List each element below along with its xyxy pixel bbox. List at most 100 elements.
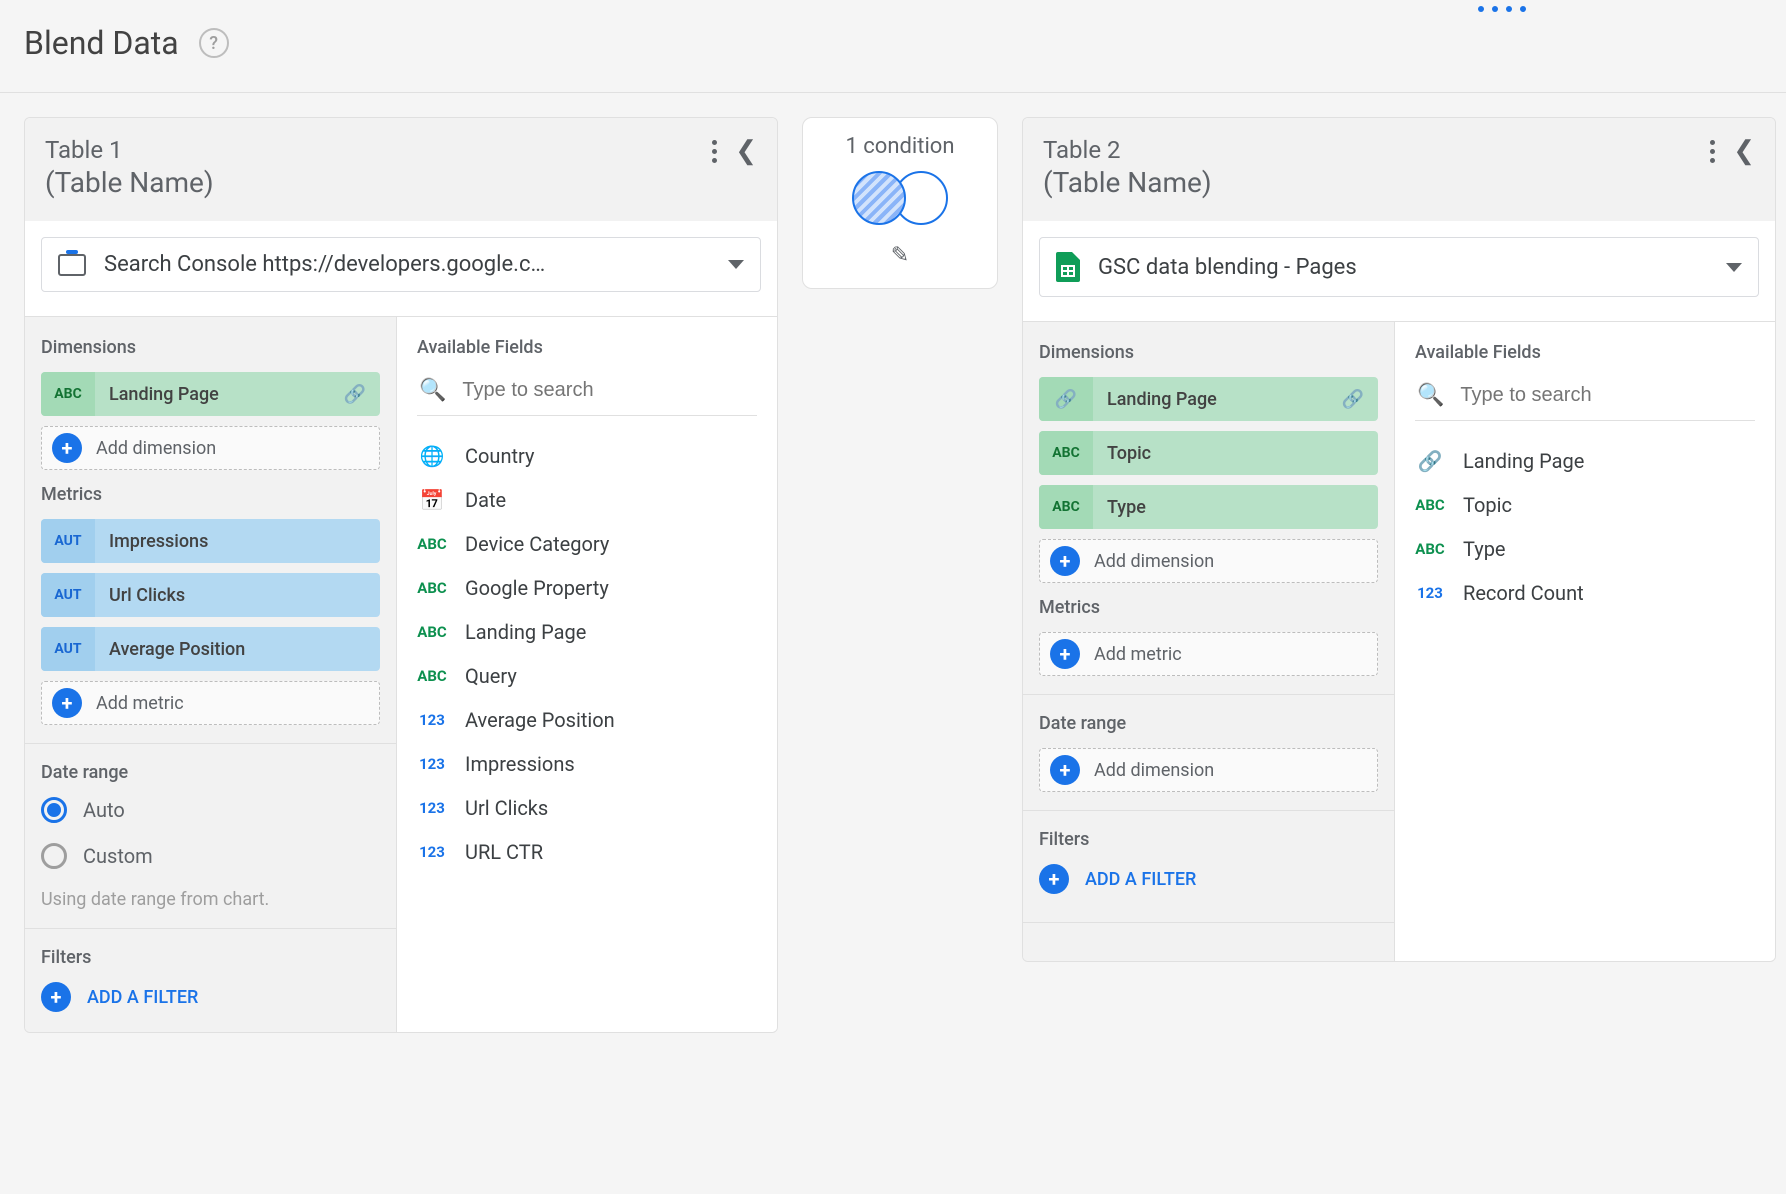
metric-label: Average Position <box>109 639 245 660</box>
number-type-icon: 123 <box>1415 584 1445 602</box>
plus-icon: + <box>1050 546 1080 576</box>
dimension-label: Topic <box>1107 443 1151 464</box>
abc-type-icon: ABC <box>41 372 95 416</box>
table-2-more-icon[interactable] <box>1710 140 1715 163</box>
join-config-card[interactable]: 1 condition ✎ <box>802 117 998 289</box>
add-filter-label: ADD A FILTER <box>1085 869 1196 890</box>
dimension-chip-landing-page[interactable]: 🔗 Landing Page 🔗 <box>1039 377 1378 421</box>
date-range-title: Date range <box>41 762 380 783</box>
date-range-custom-radio[interactable]: Custom <box>41 843 380 869</box>
add-filter-label: ADD A FILTER <box>87 987 198 1008</box>
dimension-label: Landing Page <box>1107 389 1217 410</box>
table-1-name[interactable]: (Table Name) <box>45 166 214 199</box>
add-metric-button[interactable]: + Add metric <box>41 681 380 725</box>
plus-icon: + <box>41 982 71 1012</box>
number-type-icon: 123 <box>417 799 447 817</box>
field-url-ctr[interactable]: 123 URL CTR <box>417 830 757 874</box>
dimension-chip-topic[interactable]: ABC Topic <box>1039 431 1378 475</box>
filters-title: Filters <box>1039 829 1378 850</box>
table-1-available-fields: Available Fields 🔍 🌐Country 📅Date ABCDev… <box>397 317 777 1032</box>
collapse-left-icon[interactable]: ❮ <box>735 136 757 166</box>
edit-icon[interactable]: ✎ <box>891 243 909 268</box>
table-2-config: Dimensions 🔗 Landing Page 🔗 ABC Topic AB… <box>1023 322 1395 961</box>
table-2-name[interactable]: (Table Name) <box>1043 166 1212 199</box>
drag-handle-icon[interactable] <box>1478 6 1526 12</box>
table-2-label: Table 2 <box>1043 136 1212 164</box>
date-range-auto-radio[interactable]: Auto <box>41 797 380 823</box>
field-device-category[interactable]: ABCDevice Category <box>417 522 757 566</box>
add-filter-button[interactable]: + ADD A FILTER <box>1039 864 1378 894</box>
add-metric-label: Add metric <box>1094 644 1182 665</box>
field-query[interactable]: ABCQuery <box>417 654 757 698</box>
field-label: URL CTR <box>465 840 543 864</box>
plus-icon: + <box>1039 864 1069 894</box>
field-type[interactable]: ABCType <box>1415 527 1755 571</box>
divider <box>1023 922 1394 923</box>
add-dimension-button[interactable]: + Add dimension <box>1039 539 1378 583</box>
field-google-property[interactable]: ABCGoogle Property <box>417 566 757 610</box>
venn-diagram-icon <box>852 171 948 225</box>
radio-selected-icon <box>41 797 67 823</box>
metric-chip-avg-position[interactable]: AUT Average Position <box>41 627 380 671</box>
chevron-down-icon <box>1726 263 1742 272</box>
table-1-card: Table 1 (Table Name) ❮ Search Console ht… <box>24 117 778 1033</box>
field-url-clicks[interactable]: 123Url Clicks <box>417 786 757 830</box>
plus-icon: + <box>1050 639 1080 669</box>
metric-chip-url-clicks[interactable]: AUT Url Clicks <box>41 573 380 617</box>
metrics-title: Metrics <box>1039 597 1378 618</box>
field-country[interactable]: 🌐Country <box>417 434 757 478</box>
abc-type-icon: ABC <box>1039 431 1093 475</box>
field-landing-page[interactable]: ABCLanding Page <box>417 610 757 654</box>
add-metric-button[interactable]: + Add metric <box>1039 632 1378 676</box>
dimension-label: Type <box>1107 497 1146 518</box>
add-metric-label: Add metric <box>96 693 184 714</box>
dimension-label: Landing Page <box>109 384 219 405</box>
table-2-datasource-select[interactable]: GSC data blending - Pages <box>1039 237 1759 297</box>
field-average-position[interactable]: 123Average Position <box>417 698 757 742</box>
field-landing-page[interactable]: 🔗Landing Page <box>1415 439 1755 483</box>
radio-unselected-icon <box>41 843 67 869</box>
add-dimension-label: Add dimension <box>96 438 216 459</box>
link-icon: 🔗 <box>344 384 366 405</box>
table-1-header: Table 1 (Table Name) ❮ <box>25 118 777 221</box>
date-range-hint: Using date range from chart. <box>41 889 380 910</box>
field-label: Record Count <box>1463 581 1584 605</box>
search-input[interactable] <box>462 379 755 402</box>
field-label: Average Position <box>465 708 615 732</box>
link-icon: 🔗 <box>1342 389 1364 410</box>
add-filter-button[interactable]: + ADD A FILTER <box>41 982 380 1012</box>
help-icon[interactable]: ? <box>199 28 229 58</box>
number-type-icon: 123 <box>417 843 447 861</box>
plus-icon: + <box>52 433 82 463</box>
dimension-chip-type[interactable]: ABC Type <box>1039 485 1378 529</box>
abc-type-icon: ABC <box>417 579 447 597</box>
add-dimension-label: Add dimension <box>1094 551 1214 572</box>
field-label: Type <box>1463 537 1506 561</box>
plus-icon: + <box>1050 755 1080 785</box>
field-record-count[interactable]: 123 Record Count <box>1415 571 1755 615</box>
table-1-datasource-name: Search Console https://developers.google… <box>104 252 710 277</box>
dimensions-title: Dimensions <box>1039 342 1378 363</box>
page-title: Blend Data <box>24 24 179 62</box>
add-date-dimension-button[interactable]: + Add dimension <box>1039 748 1378 792</box>
abc-type-icon: ABC <box>1039 485 1093 529</box>
available-fields-title: Available Fields <box>1415 342 1755 363</box>
table-1-datasource-select[interactable]: Search Console https://developers.google… <box>41 237 761 292</box>
sheets-icon <box>1056 252 1080 282</box>
abc-type-icon: ABC <box>417 667 447 685</box>
header: Blend Data ? <box>0 0 1786 93</box>
table-1-more-icon[interactable] <box>712 140 717 163</box>
date-auto-label: Auto <box>83 798 125 822</box>
abc-type-icon: ABC <box>1415 496 1445 514</box>
filters-title: Filters <box>41 947 380 968</box>
field-topic[interactable]: ABCTopic <box>1415 483 1755 527</box>
collapse-left-icon[interactable]: ❮ <box>1733 136 1755 166</box>
dimension-chip-landing-page[interactable]: ABC Landing Page 🔗 <box>41 372 380 416</box>
metric-chip-impressions[interactable]: AUT Impressions <box>41 519 380 563</box>
search-input[interactable] <box>1460 384 1753 407</box>
field-date[interactable]: 📅Date <box>417 478 757 522</box>
table-1-label: Table 1 <box>45 136 214 164</box>
add-dimension-button[interactable]: + Add dimension <box>41 426 380 470</box>
join-condition-label: 1 condition <box>845 134 954 159</box>
field-impressions[interactable]: 123Impressions <box>417 742 757 786</box>
